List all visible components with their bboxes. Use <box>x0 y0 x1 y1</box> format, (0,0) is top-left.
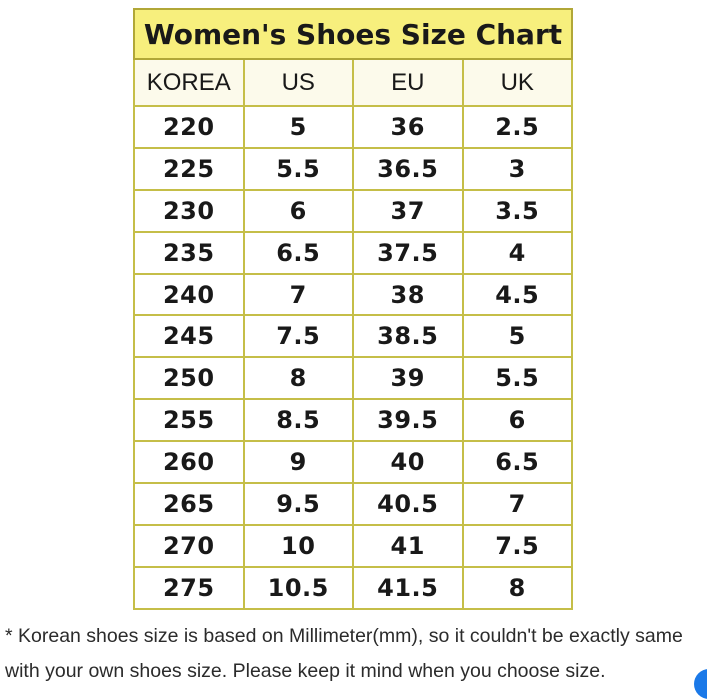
table-cell: 3 <box>461 146 571 189</box>
table-cell: 5 <box>461 314 571 357</box>
column-header-korea: KOREA <box>146 68 231 96</box>
table-cell: 37 <box>352 188 462 231</box>
table-cell: 10.5 <box>242 565 352 608</box>
table-cell: 275 <box>135 565 243 608</box>
table-body: 220 5 36 2.5 225 5.5 36.5 3 230 6 37 3.5 235 6.5 37.5 4… <box>135 105 571 608</box>
table-cell: 37.5 <box>352 230 462 273</box>
table-cell: 10 <box>242 523 352 566</box>
table-cell: 5 <box>242 105 352 147</box>
table-cell: 6.5 <box>242 230 352 273</box>
table-cell: 9 <box>242 440 352 483</box>
table-row: 260 9 40 6.5 <box>135 440 571 483</box>
table-cell: 39 <box>352 356 462 399</box>
table-cell: 41.5 <box>352 565 462 608</box>
footnote: * Korean shoes size is based on Millimet… <box>5 619 700 689</box>
table-cell: 38.5 <box>352 314 462 357</box>
table-cell: 38 <box>352 272 462 315</box>
table-cell: 5.5 <box>461 356 571 399</box>
table-cell: 245 <box>135 314 243 356</box>
table-row: 245 7.5 38.5 5 <box>135 314 571 357</box>
table-row: 250 8 39 5.5 <box>135 356 571 399</box>
table-cell: 4 <box>461 230 571 273</box>
table-cell: 260 <box>135 440 243 482</box>
table-header-row: KOREA US EU UK <box>135 60 571 105</box>
table-cell: 39.5 <box>352 398 462 441</box>
table-cell: 6.5 <box>461 440 571 483</box>
table-cell: 235 <box>135 230 243 273</box>
column-header-us: US <box>242 60 353 105</box>
table-cell: 4.5 <box>461 272 571 315</box>
table-cell: 265 <box>135 482 243 524</box>
table-cell: 7.5 <box>461 523 571 566</box>
table-cell: 230 <box>135 188 243 231</box>
table-row: 275 10.5 41.5 8 <box>135 565 571 608</box>
table-cell: 8 <box>461 565 571 608</box>
table-cell: 36 <box>352 105 462 147</box>
column-header-eu: EU <box>352 60 462 105</box>
table-row: 240 7 38 4.5 <box>135 272 571 315</box>
table-cell: 36.5 <box>352 146 462 189</box>
table-cell: 2.5 <box>461 105 571 147</box>
table-row: 265 9.5 40.5 7 <box>135 482 571 524</box>
table-cell: 7.5 <box>242 314 352 357</box>
table-row: 270 10 41 7.5 <box>135 523 571 566</box>
table-row: 235 6.5 37.5 4 <box>135 230 571 273</box>
footnote-line-1: * Korean shoes size is based on Millimet… <box>5 625 683 647</box>
column-header-uk: UK <box>461 60 572 105</box>
table-cell: 40 <box>352 440 462 483</box>
table-cell: 41 <box>352 523 462 566</box>
table-cell: 8 <box>242 356 352 399</box>
table-cell: 225 <box>135 146 243 189</box>
table-row: 225 5.5 36.5 3 <box>135 146 571 189</box>
table-cell: 5.5 <box>242 146 352 189</box>
table-cell: 9.5 <box>242 482 352 524</box>
table-row: 220 5 36 2.5 <box>135 105 571 147</box>
table-cell: 40.5 <box>352 482 462 524</box>
table-cell: 3.5 <box>461 188 571 231</box>
table-cell: 220 <box>135 105 243 147</box>
table-cell: 250 <box>135 356 243 398</box>
table-cell: 6 <box>461 398 571 441</box>
size-chart: Women's Shoes Size Chart KOREA US EU UK 220… <box>133 8 573 610</box>
table-row: 230 6 37 3.5 <box>135 188 571 231</box>
chat-button[interactable] <box>694 669 707 699</box>
footnote-line-2: with your own shoes size. Please keep it… <box>5 660 606 682</box>
table-cell: 8.5 <box>242 398 352 441</box>
table-cell: 6 <box>242 188 352 231</box>
table-cell: 7 <box>461 482 571 524</box>
table-row: 255 8.5 39.5 6 <box>135 398 571 441</box>
table-cell: 240 <box>135 272 243 315</box>
table-cell: 7 <box>242 272 352 315</box>
table-cell: 255 <box>135 398 243 440</box>
table-cell: 270 <box>135 523 243 566</box>
size-table: KOREA US EU UK 220 5 36 2.5 225 5.5 36.5 3 230 6 37 3.… <box>133 60 573 610</box>
chart-title: Women's Shoes Size Chart <box>133 8 573 60</box>
